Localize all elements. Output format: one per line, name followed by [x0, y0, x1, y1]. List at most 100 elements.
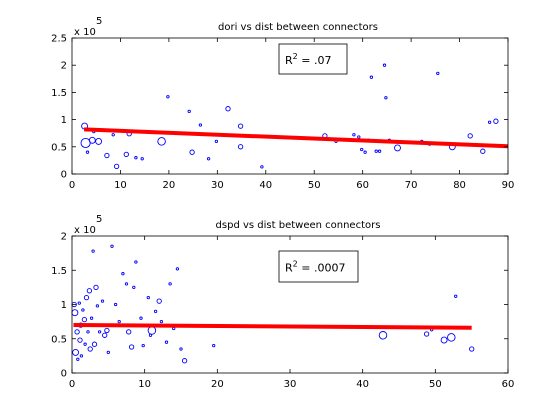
dspd-data-point	[121, 272, 125, 276]
dspd-x-tick-label: 40	[356, 379, 369, 390]
dori-chart-title: dori vs dist between connectors	[218, 22, 378, 33]
dspd-x-tick-label: 0	[69, 379, 75, 390]
dspd-y-tick-label: 0	[61, 369, 67, 380]
dspd-data-point	[97, 330, 102, 334]
dori-r-squared-prefix: R	[285, 54, 293, 67]
dori-data-point	[384, 96, 388, 100]
dori-r-squared-box	[278, 43, 348, 75]
dspd-data-point	[74, 329, 80, 335]
dori-y-tick-label: 1	[61, 115, 67, 126]
dspd-fit-line	[73, 323, 472, 330]
dspd-data-point	[91, 249, 95, 253]
dspd-data-point	[89, 316, 94, 320]
dori-x-tick-label: 40	[259, 180, 272, 191]
dori-data-point	[377, 149, 382, 153]
dspd-data-point	[83, 294, 90, 301]
dspd-data-point	[81, 308, 85, 312]
dori-data-point	[214, 139, 219, 144]
dori-data-point	[374, 149, 378, 153]
dspd-data-point	[102, 332, 108, 338]
dori-y-tick-label: 2	[61, 61, 67, 72]
dspd-data-point	[106, 350, 110, 355]
dspd-r-squared-box	[278, 250, 359, 283]
dori-fit-line	[84, 127, 509, 149]
dori-data-point	[113, 163, 120, 170]
dspd-data-point	[128, 344, 135, 350]
dori-x-tick-label: 0	[69, 180, 75, 191]
dori-data-point	[480, 148, 486, 154]
dspd-data-point	[79, 354, 84, 358]
dori-data-point	[237, 144, 244, 150]
dori-x-tick-label: 60	[356, 180, 369, 191]
dspd-r-squared-text: R2 = .0007	[285, 260, 345, 275]
dori-y-tick-label: 1.5	[51, 88, 67, 99]
dspd-data-point	[440, 336, 448, 344]
dspd-data-point	[91, 341, 98, 347]
dori-data-point	[363, 150, 367, 154]
dspd-data-point	[76, 357, 80, 361]
dori-y-exponent-label: x 10	[74, 27, 96, 38]
dori-data-point	[225, 106, 231, 112]
dspd-data-point	[83, 342, 87, 346]
dspd-data-point	[212, 343, 216, 348]
dspd-data-point	[141, 343, 145, 348]
dspd-data-point	[87, 346, 93, 352]
dori-y-tick-label: 0	[61, 170, 67, 181]
dspd-data-point	[423, 331, 430, 337]
dori-data-point	[237, 123, 244, 129]
dspd-y-tick-label: 1.5	[51, 266, 67, 277]
dori-data-point	[352, 133, 356, 137]
dspd-data-point	[139, 316, 143, 320]
dori-data-point	[394, 144, 401, 152]
dori-data-point	[487, 120, 492, 124]
dori-data-point	[85, 150, 90, 154]
dori-data-point	[157, 137, 166, 146]
dori-r-squared-sup: 2	[293, 52, 298, 61]
dori-x-tick-label: 70	[405, 180, 418, 191]
dspd-data-point	[86, 330, 90, 334]
dori-x-tick-label: 10	[114, 180, 127, 191]
dspd-x-tick-label: 50	[429, 379, 442, 390]
dori-data-point	[166, 95, 170, 99]
dspd-x-tick-label: 30	[284, 379, 297, 390]
dspd-data-point	[113, 302, 118, 307]
dori-y-tick-label: 0.5	[51, 142, 67, 153]
dspd-x-tick-label: 60	[502, 379, 515, 390]
dori-x-tick-label: 90	[502, 180, 515, 191]
dspd-data-point	[124, 282, 129, 286]
dori-x-tick-label: 20	[163, 180, 176, 191]
dspd-data-point	[134, 260, 138, 264]
dori-axes-box	[71, 37, 509, 175]
dori-data-point	[493, 118, 499, 124]
dori-y-exponent-power: 5	[96, 16, 102, 27]
dspd-r-squared-value: = .0007	[298, 262, 346, 275]
dspd-y-tick-label: 1	[61, 300, 67, 311]
dspd-data-point	[156, 298, 162, 304]
dori-x-tick-label: 30	[211, 180, 224, 191]
dori-data-point	[369, 75, 374, 79]
dspd-data-point	[117, 319, 121, 324]
dspd-data-point	[153, 309, 158, 314]
dspd-data-point	[110, 244, 114, 248]
dori-data-point	[360, 147, 364, 152]
dspd-data-point	[95, 304, 100, 308]
dspd-y-tick-label: 2	[61, 232, 67, 243]
dori-data-point	[357, 135, 361, 139]
dori-r-squared-text: R2 = .07	[285, 52, 331, 67]
dspd-data-point	[164, 340, 169, 344]
dspd-data-point	[72, 348, 80, 356]
dori-x-tick-label: 80	[453, 180, 466, 191]
dspd-data-point	[126, 329, 132, 335]
dori-data-point	[104, 152, 110, 159]
dspd-data-point	[81, 316, 88, 323]
dori-data-point	[88, 136, 96, 144]
dspd-r-squared-prefix: R	[285, 262, 293, 275]
dori-data-point	[140, 157, 144, 161]
dspd-data-point	[100, 299, 105, 303]
dspd-data-point	[77, 337, 83, 343]
dspd-data-point	[179, 347, 183, 351]
dori-r-squared-value: = .07	[298, 54, 332, 67]
